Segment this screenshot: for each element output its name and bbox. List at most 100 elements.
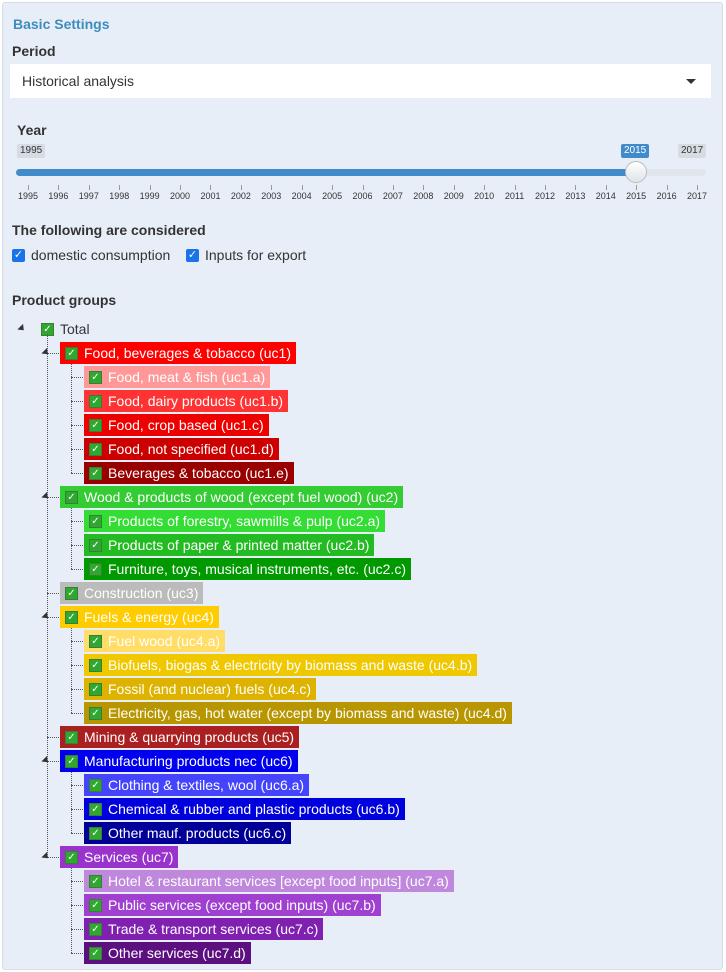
tree-connector <box>71 473 83 474</box>
tree-node-label: Other services (uc7.d) <box>108 945 246 961</box>
checkbox-checked-icon: ✓ <box>65 586 78 600</box>
year-value-label: 2015 <box>621 144 650 158</box>
tree-node-subgroup[interactable]: ✓ Products of forestry, sawmills & pulp (… <box>84 510 386 532</box>
tree-node-group[interactable]: ✓ Services (uc7) <box>60 846 179 868</box>
tree-node-subgroup[interactable]: ✓ Other mauf. products (uc6.c) <box>84 822 292 844</box>
slider-tick-label: 1998 <box>109 191 130 201</box>
tree-node-group[interactable]: ✓ Construction (uc3) <box>60 582 204 604</box>
tree-connector <box>47 617 59 618</box>
tree-connector <box>71 665 83 666</box>
slider-tick <box>149 185 151 190</box>
checkbox-checked-icon: ✓ <box>65 610 78 624</box>
slider-tick <box>697 185 698 190</box>
tree-node-subgroup[interactable]: ✓ Clothing & textiles, wool (uc6.a) <box>84 774 310 796</box>
tree-node-label: Electricity, gas, hot water (except by b… <box>108 705 507 721</box>
tree-node-subgroup[interactable]: ✓ Fossil (and nuclear) fuels (uc4.c) <box>84 678 317 700</box>
checkbox-checked-icon: ✓ <box>12 248 25 262</box>
slider-tick-label: 2007 <box>382 191 403 201</box>
tree-node-subgroup[interactable]: ✓ Public services (except food inputs) (u… <box>84 894 381 916</box>
slider-tick <box>605 185 607 190</box>
slider-tick <box>392 185 394 190</box>
tree-node-subgroup[interactable]: ✓ Chemical & rubber and plastic products … <box>84 798 405 820</box>
tree-node-label: Other mauf. products (uc6.c) <box>108 825 287 841</box>
slider-tick-label: 2017 <box>686 191 708 201</box>
tree-node-label: Total <box>60 321 90 337</box>
checkbox-checked-icon: ✓ <box>89 514 102 528</box>
checkbox-checked-icon: ✓ <box>89 946 102 960</box>
slider-tick-label: 2006 <box>352 191 373 201</box>
tree-node-subgroup[interactable]: ✓ Food, not specified (uc1.d) <box>84 438 279 460</box>
slider-tick <box>544 185 546 190</box>
tree-node-group[interactable]: ✓ Wood & products of wood (except fuel wo… <box>60 486 404 508</box>
tree-node-label: Biofuels, biogas & electricity by biomas… <box>108 657 473 673</box>
tree-node-label: Manufacturing products nec (uc6) <box>84 753 293 769</box>
tree-node-label: Furniture, toys, musical instruments, et… <box>108 561 406 577</box>
tree-node-subgroup[interactable]: ✓ Hotel & restaurant services [except foo… <box>84 870 454 892</box>
tree-node-total[interactable]: ✓ Total <box>36 318 95 340</box>
tree-connector <box>71 521 83 522</box>
tree-node-label: Food, meat & fish (uc1.a) <box>108 369 266 385</box>
slider-tick-label: 2003 <box>261 191 282 201</box>
tree-connector <box>71 809 83 810</box>
tree-node-subgroup[interactable]: ✓ Products of paper & printed matter (uc2… <box>84 534 375 556</box>
slider-tick-label: 2009 <box>443 191 464 201</box>
slider-tick <box>28 185 29 190</box>
tree-connector <box>47 334 48 857</box>
checkbox-checked-icon: ✓ <box>89 418 102 432</box>
tree-node-subgroup[interactable]: ✓ Trade & transport services (uc7.c) <box>84 918 324 940</box>
tree-node-subgroup[interactable]: ✓ Fuel wood (uc4.a) <box>84 630 226 652</box>
tree-node-subgroup[interactable]: ✓ Furniture, toys, musical instruments, e… <box>84 558 411 580</box>
tree-connector <box>71 641 83 642</box>
tree-connector <box>71 953 83 954</box>
tree-node-subgroup[interactable]: ✓ Food, dairy products (uc1.b) <box>84 390 289 412</box>
tree-connector <box>47 593 59 594</box>
period-select[interactable]: Historical analysis <box>10 64 711 98</box>
checkbox-checked-icon: ✓ <box>89 778 102 792</box>
tree-node-label: Fossil (and nuclear) fuels (uc4.c) <box>108 681 312 697</box>
tree-connector <box>47 497 59 498</box>
tree-connector <box>71 569 83 570</box>
domestic-consumption-checkbox[interactable]: ✓ domestic consumption <box>12 247 170 263</box>
tree-node-subgroup[interactable]: ✓ Food, crop based (uc1.c) <box>84 414 269 436</box>
slider-tick-label: 2014 <box>595 191 616 201</box>
slider-tick-label: 2001 <box>200 191 221 201</box>
year-slider-track[interactable] <box>16 169 706 176</box>
checkbox-checked-icon: ✓ <box>89 442 102 456</box>
slider-tick-label: 2010 <box>474 191 495 201</box>
tree-node-label: Wood & products of wood (except fuel woo… <box>84 489 399 505</box>
year-slider-handle[interactable] <box>625 161 648 183</box>
checkbox-checked-icon: ✓ <box>89 826 102 840</box>
tree-node-label: Construction (uc3) <box>84 585 199 601</box>
tree-connector <box>47 761 59 762</box>
checkbox-checked-icon: ✓ <box>65 730 78 744</box>
checkbox-checked-icon: ✓ <box>89 562 102 576</box>
tree-node-label: Public services (except food inputs) (uc… <box>108 897 376 913</box>
slider-tick-label: 2000 <box>170 191 191 201</box>
tree-node-subgroup[interactable]: ✓ Beverages & tobacco (uc1.e) <box>84 462 294 484</box>
tree-node-subgroup[interactable]: ✓ Other services (uc7.d) <box>84 942 251 964</box>
checkbox-checked-icon: ✓ <box>89 682 102 696</box>
tree-node-group[interactable]: ✓ Food, beverages & tobacco (uc1) <box>60 342 297 364</box>
tree-node-label: Products of paper & printed matter (uc2.… <box>108 537 370 553</box>
tree-node-subgroup[interactable]: ✓ Electricity, gas, hot water (except by … <box>84 702 512 724</box>
inputs-for-export-checkbox[interactable]: ✓ Inputs for export <box>186 247 306 263</box>
tree-connector <box>71 545 83 546</box>
tree-node-subgroup[interactable]: ✓ Food, meat & fish (uc1.a) <box>84 366 271 388</box>
tree-node-group[interactable]: ✓ Manufacturing products nec (uc6) <box>60 750 298 772</box>
considered-label: The following are considered <box>12 222 206 238</box>
checkbox-checked-icon: ✓ <box>89 922 102 936</box>
tree-node-group[interactable]: ✓ Mining & quarrying products (uc5) <box>60 726 300 748</box>
slider-tick-label: 2002 <box>230 191 251 201</box>
slider-tick-label: 2012 <box>534 191 555 201</box>
tree-node-group[interactable]: ✓ Fuels & energy (uc4) <box>60 606 219 628</box>
slider-tick-label: 2013 <box>565 191 586 201</box>
tree-connector <box>71 628 72 713</box>
year-slider-ticks: 1995 1996 1997 1998 1999 2000 2001 2002 2003 2004… <box>0 185 726 205</box>
tree-connector <box>71 377 83 378</box>
tree-node-subgroup[interactable]: ✓ Biofuels, biogas & electricity by bioma… <box>84 654 478 676</box>
slider-tick <box>301 185 303 190</box>
checkbox-checked-icon: ✓ <box>65 346 78 360</box>
slider-tick <box>423 185 425 190</box>
period-label: Period <box>12 43 56 59</box>
year-label: Year <box>17 122 47 138</box>
